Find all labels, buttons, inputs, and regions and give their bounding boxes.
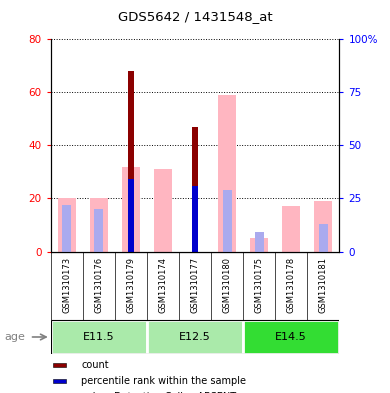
Text: GSM1310177: GSM1310177 xyxy=(190,257,200,313)
Bar xyxy=(51,320,147,354)
Bar xyxy=(192,186,198,252)
Text: GSM1310181: GSM1310181 xyxy=(319,257,328,313)
Text: E11.5: E11.5 xyxy=(83,332,115,342)
Text: GSM1310179: GSM1310179 xyxy=(126,257,135,313)
Text: GSM1310178: GSM1310178 xyxy=(287,257,296,313)
Text: GDS5642 / 1431548_at: GDS5642 / 1431548_at xyxy=(118,10,272,23)
Bar xyxy=(282,206,300,252)
Text: percentile rank within the sample: percentile rank within the sample xyxy=(81,376,246,386)
Text: value, Detection Call = ABSENT: value, Detection Call = ABSENT xyxy=(81,392,236,393)
Bar xyxy=(122,167,140,252)
Bar xyxy=(255,232,264,252)
Text: GSM1310180: GSM1310180 xyxy=(223,257,232,313)
Text: GSM1310174: GSM1310174 xyxy=(158,257,167,313)
Bar xyxy=(62,205,71,252)
Bar xyxy=(53,379,66,383)
Bar xyxy=(192,127,198,252)
Bar xyxy=(250,238,268,252)
Bar xyxy=(53,363,66,367)
Bar xyxy=(58,198,76,252)
Bar xyxy=(314,201,332,252)
Bar xyxy=(319,224,328,252)
Bar xyxy=(223,190,232,252)
Text: count: count xyxy=(81,360,109,370)
Text: GSM1310173: GSM1310173 xyxy=(62,257,71,313)
Bar xyxy=(243,320,339,354)
Text: E14.5: E14.5 xyxy=(275,332,307,342)
Text: GSM1310176: GSM1310176 xyxy=(94,257,103,313)
Text: age: age xyxy=(4,332,25,342)
Bar xyxy=(128,179,134,252)
Text: E12.5: E12.5 xyxy=(179,332,211,342)
Bar xyxy=(218,95,236,252)
Bar xyxy=(154,169,172,252)
Bar xyxy=(94,209,103,252)
Bar xyxy=(90,198,108,252)
Text: GSM1310175: GSM1310175 xyxy=(255,257,264,313)
Bar xyxy=(147,320,243,354)
Bar xyxy=(128,71,134,252)
